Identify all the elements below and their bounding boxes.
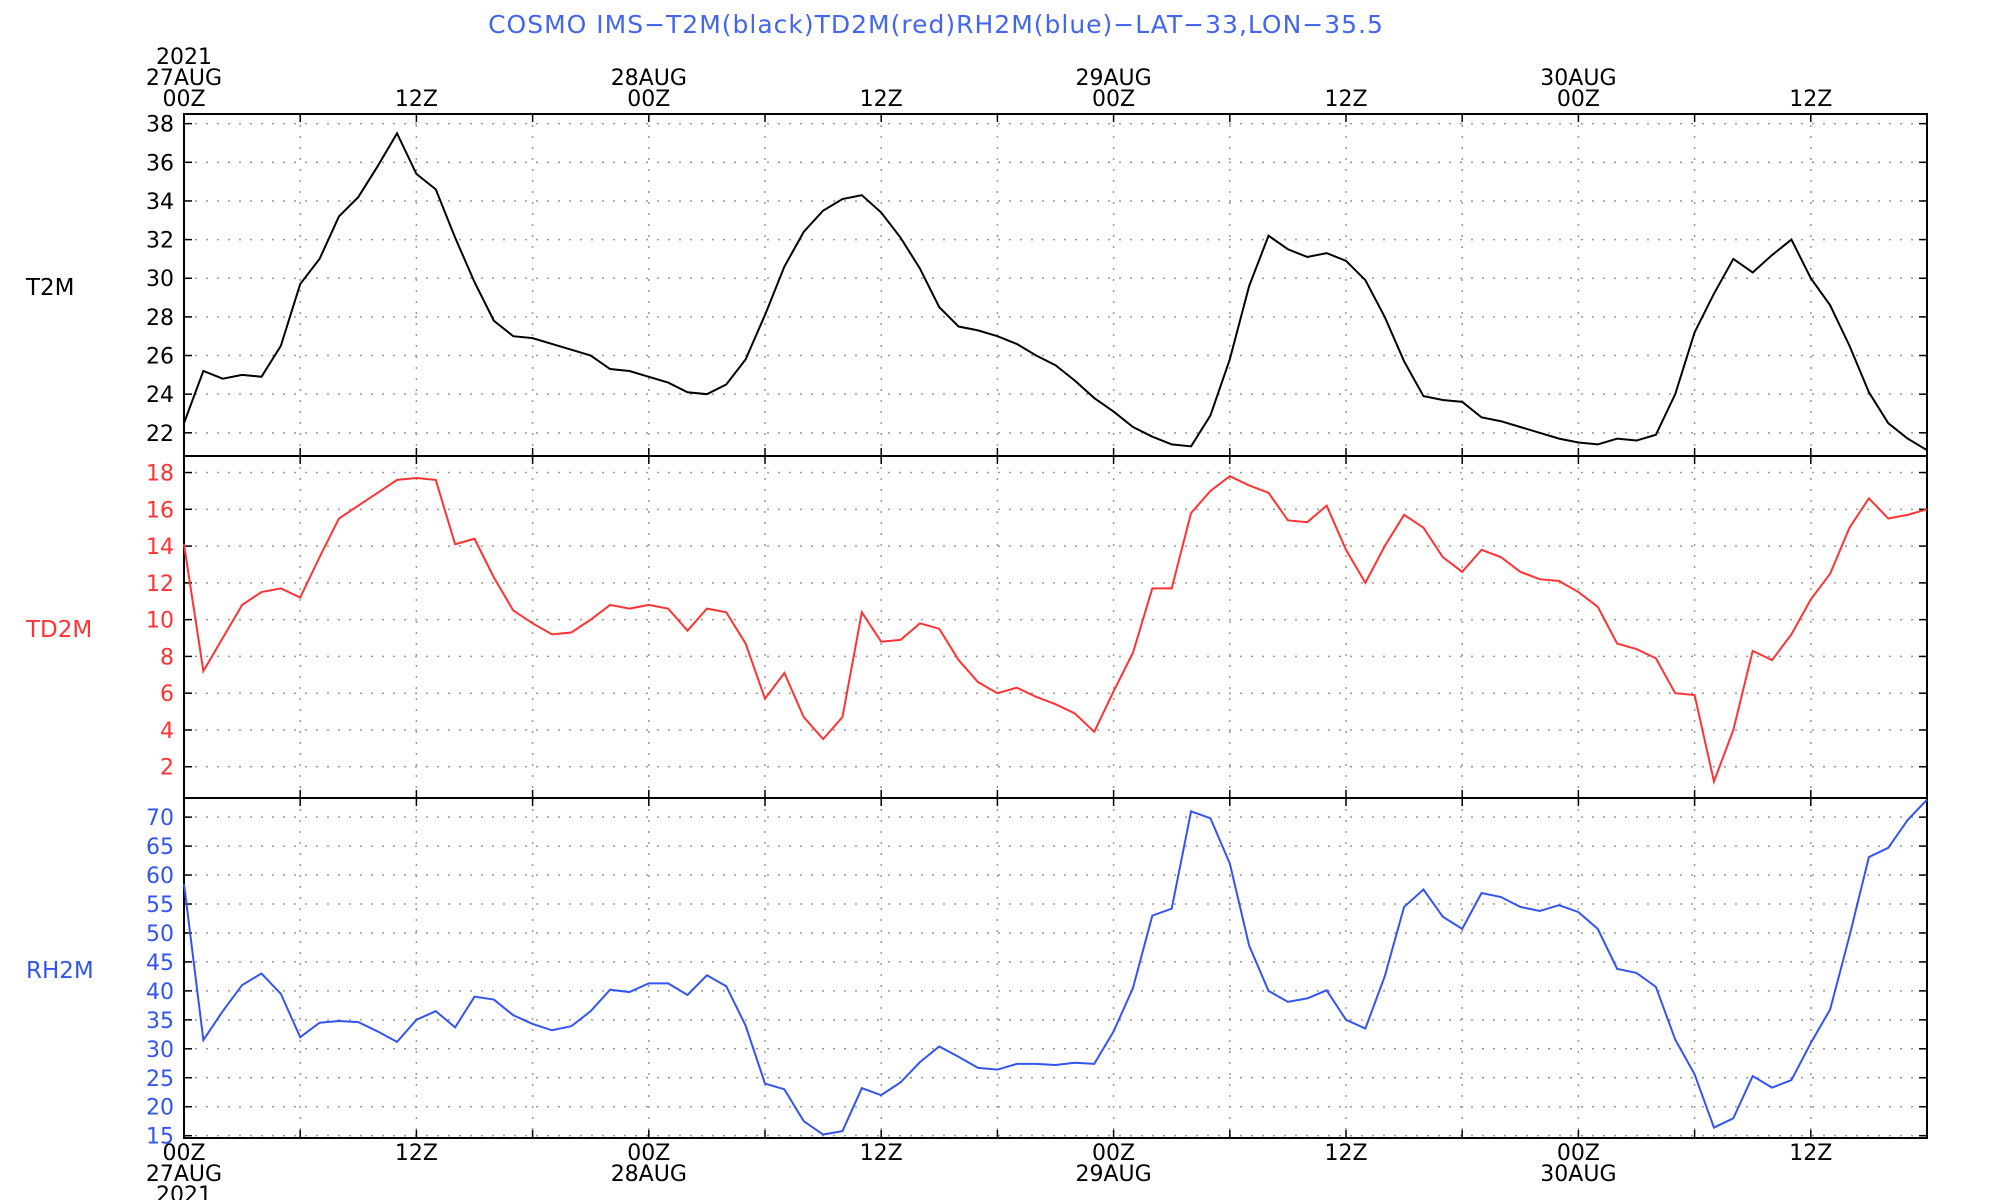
time-tick-label: 12Z bbox=[1789, 87, 1832, 112]
y-tick-label: 70 bbox=[146, 806, 174, 831]
y-tick-label: 26 bbox=[146, 345, 174, 370]
time-tick-label: 00Z bbox=[1557, 1141, 1600, 1166]
y-tick-label: 36 bbox=[146, 151, 174, 176]
y-tick-label: 50 bbox=[146, 922, 174, 947]
series-line-t2m bbox=[183, 131, 1928, 452]
time-tick-label: 00Z bbox=[627, 87, 670, 112]
t2m-panel: 22 24 26 28 30 32 34 36 38 T2M bbox=[25, 113, 1928, 457]
y-tick-label: 35 bbox=[146, 1009, 174, 1034]
y-tick-label: 24 bbox=[146, 383, 174, 408]
y-tick-label: 2 bbox=[160, 756, 174, 781]
panel-frame bbox=[183, 797, 1928, 1139]
time-tick-label: 00Z bbox=[1092, 1141, 1135, 1166]
panel-frame bbox=[183, 455, 1928, 799]
y-tick-label: 55 bbox=[146, 893, 174, 918]
panel-frame bbox=[183, 113, 1928, 457]
y-tick-label: 8 bbox=[160, 645, 174, 670]
series-line-rh2m bbox=[183, 799, 1928, 1136]
time-tick-label: 29AUG bbox=[1075, 66, 1151, 91]
y-axis-label: TD2M bbox=[25, 617, 92, 643]
time-tick-label: 12Z bbox=[1324, 87, 1367, 112]
y-tick-label: 34 bbox=[146, 190, 174, 215]
y-tick-label: 45 bbox=[146, 951, 174, 976]
time-tick-label: 12Z bbox=[860, 1141, 903, 1166]
time-tick-label: 12Z bbox=[395, 87, 438, 112]
y-tick-label: 30 bbox=[146, 267, 174, 292]
time-tick-label: 00Z bbox=[1557, 87, 1600, 112]
time-tick-label: 12Z bbox=[1324, 1141, 1367, 1166]
y-tick-label: 12 bbox=[146, 572, 174, 597]
y-tick-label: 22 bbox=[146, 422, 174, 447]
time-tick-label: 28AUG bbox=[611, 66, 687, 91]
time-tick-label: 2021 bbox=[156, 1183, 212, 1200]
time-tick-label: 00Z bbox=[1092, 87, 1135, 112]
time-tick-label: 28AUG bbox=[611, 1162, 687, 1187]
time-tick-label: 00Z bbox=[162, 87, 205, 112]
time-tick-label: 27AUG bbox=[146, 1162, 222, 1187]
time-tick-label: 29AUG bbox=[1075, 1162, 1151, 1187]
y-tick-label: 14 bbox=[146, 535, 174, 560]
y-tick-label: 65 bbox=[146, 835, 174, 860]
y-tick-label: 16 bbox=[146, 498, 174, 523]
series-line-td2m bbox=[183, 475, 1928, 785]
time-tick-label: 00Z bbox=[162, 1141, 205, 1166]
time-tick-label: 30AUG bbox=[1540, 1162, 1616, 1187]
y-axis-label: RH2M bbox=[26, 958, 94, 984]
time-tick-label: 12Z bbox=[1789, 1141, 1832, 1166]
y-tick-label: 10 bbox=[146, 609, 174, 634]
y-tick-label: 32 bbox=[146, 229, 174, 254]
y-tick-label: 18 bbox=[146, 462, 174, 487]
time-tick-label: 00Z bbox=[627, 1141, 670, 1166]
y-tick-label: 4 bbox=[160, 719, 174, 744]
y-tick-label: 40 bbox=[146, 980, 174, 1005]
y-tick-label: 30 bbox=[146, 1038, 174, 1063]
y-tick-label: 25 bbox=[146, 1067, 174, 1092]
y-tick-label: 6 bbox=[160, 682, 174, 707]
time-tick-label: 2021 bbox=[156, 45, 212, 70]
td2m-panel: 2 4 6 8 10 12 14 16 18 TD2M bbox=[25, 455, 1928, 799]
y-tick-label: 15 bbox=[146, 1125, 174, 1150]
chart-title: COSMO IMS−T2M(black)TD2M(red)RH2M(blue)−… bbox=[488, 10, 1384, 39]
y-tick-label: 60 bbox=[146, 864, 174, 889]
y-tick-label: 38 bbox=[146, 113, 174, 138]
time-tick-label: 30AUG bbox=[1540, 66, 1616, 91]
time-tick-label: 27AUG bbox=[146, 66, 222, 91]
rh2m-panel: 15 20 25 30 35 40 45 50 55 60 65 70 RH2M bbox=[26, 797, 1928, 1150]
time-tick-label: 12Z bbox=[860, 87, 903, 112]
y-axis-label: T2M bbox=[25, 275, 75, 301]
y-tick-label: 28 bbox=[146, 306, 174, 331]
y-tick-label: 20 bbox=[146, 1096, 174, 1121]
time-tick-label: 12Z bbox=[395, 1141, 438, 1166]
